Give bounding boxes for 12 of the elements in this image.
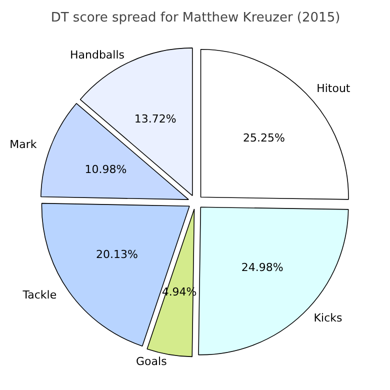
slice-label: Kicks	[314, 312, 342, 325]
slice-label: Hitout	[316, 82, 351, 96]
slice-label: Tackle	[22, 288, 57, 302]
data-label: 24.98%	[241, 261, 284, 274]
data-label: 20.13%	[96, 248, 138, 262]
slice-label: Goals	[136, 354, 168, 368]
slice-label: Mark	[10, 138, 38, 152]
slice-label: Handballs	[70, 48, 125, 62]
data-label: 25.25%	[242, 131, 285, 144]
chart-title: DT score spread for Matthew Kreuzer (2015)	[50, 10, 340, 26]
data-label: 10.98%	[84, 163, 127, 176]
data-label: 13.72%	[134, 112, 176, 126]
